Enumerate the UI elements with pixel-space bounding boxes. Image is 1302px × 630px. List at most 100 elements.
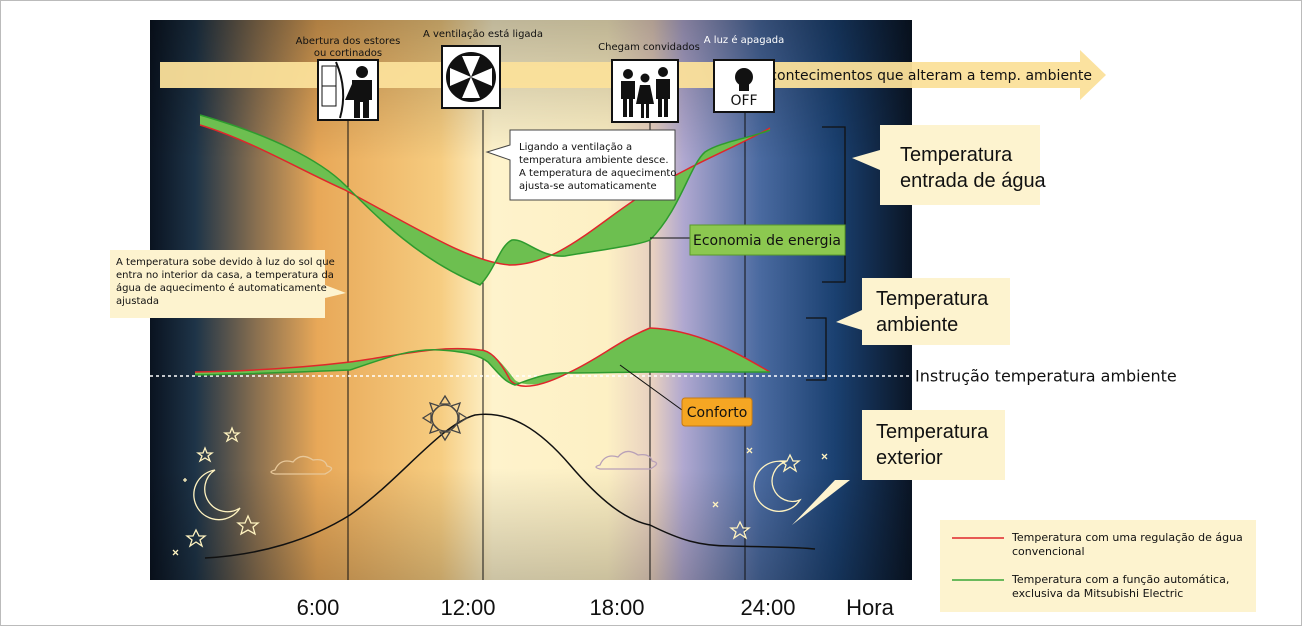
decor-path [753,460,802,512]
callout-line: ajustada [116,296,159,307]
legend-label-line: convencional [1012,545,1085,558]
decor-g [450,56,492,98]
event-label-line: Abertura dos estores [296,36,401,47]
ambient-conventional-curve [194,327,771,387]
callout-line: Temperatura [876,421,989,443]
ambient-callout: Temperatura ambiente [836,278,1010,345]
event-icon-fan [441,45,501,109]
legend-label: Temperatura com a função automática, excl… [1011,573,1229,600]
decor-rect [658,99,662,117]
decor-rect [646,104,649,118]
callout-line: Ligando a ventilação a [519,142,632,153]
decor-rect [621,81,635,99]
exterior-curve [204,413,816,559]
event-label: Abertura dos estores ou cortinados [296,36,401,59]
decor-path [712,447,828,508]
callout-text: Temperatura exterior [876,421,989,469]
decor-path [335,61,345,119]
event-icon-light: OFF [713,59,775,113]
comfort-box [681,397,753,427]
decor-path [196,446,214,463]
decor-path [421,394,469,442]
energy-saving-area [200,115,770,285]
event-label: A ventilação está ligada [423,28,543,40]
callout-line: água de aquecimento é automaticamente [116,282,327,294]
decor-circle [640,73,650,83]
callout-line: ajusta-se automaticamente [519,181,657,192]
legend-label: Temperatura com uma regulação de água con… [1011,531,1243,558]
legend-label-line: Temperatura com a função automática, [1011,573,1229,586]
x-axis-unit: Hora [846,595,894,620]
decor-rect [641,104,644,118]
callout-line: A temperatura de aquecimento [519,168,676,179]
decor-rect [739,84,749,91]
decor-path [779,453,801,473]
setpoint-label: Instrução temperatura ambiente [915,367,1177,386]
decor-circle [356,66,368,78]
decor-circle [431,404,459,432]
event-label: A luz é apagada [704,34,784,46]
decor-path [636,85,654,104]
water-callout: Temperatura entrada de água [852,125,1047,205]
decor-rect [664,99,668,117]
ventilation-callout: Ligando a ventilação a temperatura ambien… [485,129,676,201]
decor-path [462,56,480,77]
decor-path [792,410,1005,525]
comfort-label: Conforto [687,405,748,421]
decor-path [185,528,207,548]
water-auto-curve [199,114,771,286]
decor-rect [623,99,627,117]
event-icon-text: OFF [730,93,757,109]
callout-line: Temperatura [876,288,989,310]
decor-path [729,520,751,540]
decor-path [172,549,179,556]
legend-label-line: Temperatura com uma regulação de água [1011,531,1243,544]
decor-path [110,250,346,318]
decor-path [806,317,827,381]
event-label: Chegam convidados [598,42,700,53]
saving-label: Economia de energia [693,233,841,249]
decor-path [193,469,241,521]
callout-text: A temperatura sobe devido à luz do sol q… [116,256,335,307]
decor-path [471,68,492,86]
decor-circle [623,69,633,79]
callout-line: entra no interior da casa, a temperatura… [116,270,334,281]
events-arrow-label: Acontecimentos que alteram a temp. ambie… [760,68,1092,84]
water-conventional-curve [199,124,771,266]
callout-line: A temperatura sobe devido à luz do sol q… [116,256,335,268]
callout-text: Ligando a ventilação a temperatura ambien… [519,142,676,192]
decor-rect [656,79,670,99]
legend: Temperatura com uma regulação de água con… [940,520,1256,612]
callout-text: Temperatura ambiente [876,288,989,336]
decor-rect [940,520,1256,612]
event-icon-blinds [317,59,379,121]
callout-line: Temperatura [900,144,1013,166]
decor-path [450,68,471,86]
decor-rect [629,99,633,117]
exterior-callout: Temperatura exterior [792,410,1005,525]
legend-label-line: exclusiva da Mitsubishi Electric [1012,587,1183,600]
callout-line: exterior [876,447,943,469]
decor-path [852,125,1040,205]
decor-path [836,278,1010,345]
decor-path [236,514,260,536]
comfort-pointer [619,364,683,411]
sky-decor [172,394,828,556]
x-axis-label: 6:00 [297,595,340,620]
comfort-area [195,328,770,385]
x-axis-label: 18:00 [589,595,644,620]
decor-path [485,129,676,201]
decor-path [462,77,480,98]
event-label-line: ou cortinados [314,48,382,59]
x-axis-label: 12:00 [440,595,495,620]
brackets [806,126,846,381]
decor-path [183,478,187,482]
decor-path [822,126,846,283]
decor-path [270,455,333,475]
callout-line: temperatura ambiente desce. [519,155,669,166]
saving-box [689,224,846,256]
sun-callout: A temperatura sobe devido à luz do sol q… [110,250,346,318]
callout-text: Temperatura entrada de água [900,144,1047,192]
